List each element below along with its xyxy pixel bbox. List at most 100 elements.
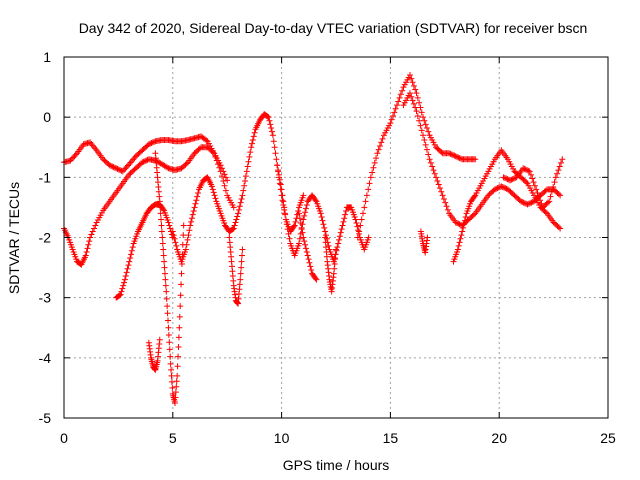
data-point <box>173 378 180 385</box>
data-point <box>528 199 535 206</box>
data-point <box>550 183 557 190</box>
data-point <box>87 139 94 146</box>
data-point <box>452 153 459 160</box>
data-point <box>546 198 553 205</box>
data-point <box>177 303 184 310</box>
data-point <box>534 189 541 196</box>
data-point <box>183 160 190 167</box>
data-point <box>300 192 307 199</box>
data-point <box>172 389 179 396</box>
data-point <box>552 174 559 181</box>
data-point <box>275 167 282 174</box>
data-point <box>296 235 303 242</box>
data-point <box>178 270 185 277</box>
data-point <box>343 208 350 215</box>
data-point <box>165 324 172 331</box>
data-point <box>547 193 554 200</box>
data-point <box>238 252 245 259</box>
data-point <box>89 142 96 149</box>
data-point <box>119 285 126 292</box>
data-point <box>173 242 180 249</box>
data-point <box>165 317 172 324</box>
data-point <box>229 226 236 233</box>
data-point <box>390 112 397 119</box>
data-point <box>238 258 245 265</box>
data-point <box>299 229 306 236</box>
data-point <box>460 221 467 228</box>
data-point <box>249 140 256 147</box>
data-point <box>286 235 293 242</box>
data-point <box>221 171 228 178</box>
data-point <box>122 165 129 172</box>
data-point <box>246 153 253 160</box>
data-point <box>186 227 193 234</box>
data-point <box>452 219 459 226</box>
series-1 <box>61 133 237 211</box>
x-tick-label: 20 <box>491 430 507 446</box>
data-point <box>556 163 563 170</box>
data-point <box>391 109 398 116</box>
data-point <box>160 206 167 213</box>
data-point <box>193 197 200 204</box>
data-point <box>124 162 131 169</box>
data-point <box>555 224 562 231</box>
data-point <box>406 90 413 97</box>
data-point <box>409 79 416 86</box>
data-point <box>83 248 90 255</box>
data-point <box>114 165 121 172</box>
data-point <box>318 214 325 221</box>
data-points <box>61 72 566 406</box>
series-8 <box>274 162 372 265</box>
data-point <box>180 222 187 229</box>
data-point <box>275 171 282 178</box>
data-point <box>208 183 215 190</box>
data-point <box>168 378 175 385</box>
data-point <box>557 225 564 232</box>
data-point <box>139 159 146 166</box>
series-15 <box>500 156 566 211</box>
data-point <box>192 200 199 207</box>
data-point <box>313 276 320 283</box>
data-point <box>175 334 182 341</box>
data-point <box>122 273 129 280</box>
data-point <box>373 155 380 162</box>
data-point <box>159 234 166 241</box>
data-point <box>91 144 98 151</box>
data-point <box>413 108 420 115</box>
data-point <box>190 208 197 215</box>
data-point <box>559 156 566 163</box>
axis-ticks <box>63 56 609 419</box>
data-point <box>276 176 283 183</box>
data-point <box>156 198 163 205</box>
data-point <box>285 230 292 237</box>
data-point <box>161 270 168 277</box>
data-point <box>457 155 464 162</box>
data-point <box>148 140 155 147</box>
data-point <box>180 232 187 239</box>
data-point <box>498 183 505 190</box>
data-point <box>166 346 173 353</box>
data-point <box>453 220 460 227</box>
data-point <box>458 232 465 239</box>
data-point <box>341 215 348 222</box>
data-point <box>306 259 313 266</box>
data-point <box>182 246 189 253</box>
data-point <box>408 75 415 82</box>
data-point <box>446 150 453 157</box>
data-point <box>451 152 458 159</box>
data-point <box>87 234 94 241</box>
data-point <box>304 252 311 259</box>
data-point <box>128 251 135 258</box>
y-tick-label: -1 <box>39 169 52 185</box>
data-point <box>335 240 342 247</box>
data-point <box>508 176 515 183</box>
data-point <box>165 219 172 226</box>
grid-lines <box>64 57 608 418</box>
data-point <box>188 218 195 225</box>
data-point <box>353 220 360 227</box>
y-tick-labels: 1 0 -1 -2 -3 -4 -5 <box>39 49 52 426</box>
data-point <box>376 143 383 150</box>
data-point <box>433 174 440 181</box>
data-point <box>88 231 95 238</box>
data-point <box>220 177 227 184</box>
